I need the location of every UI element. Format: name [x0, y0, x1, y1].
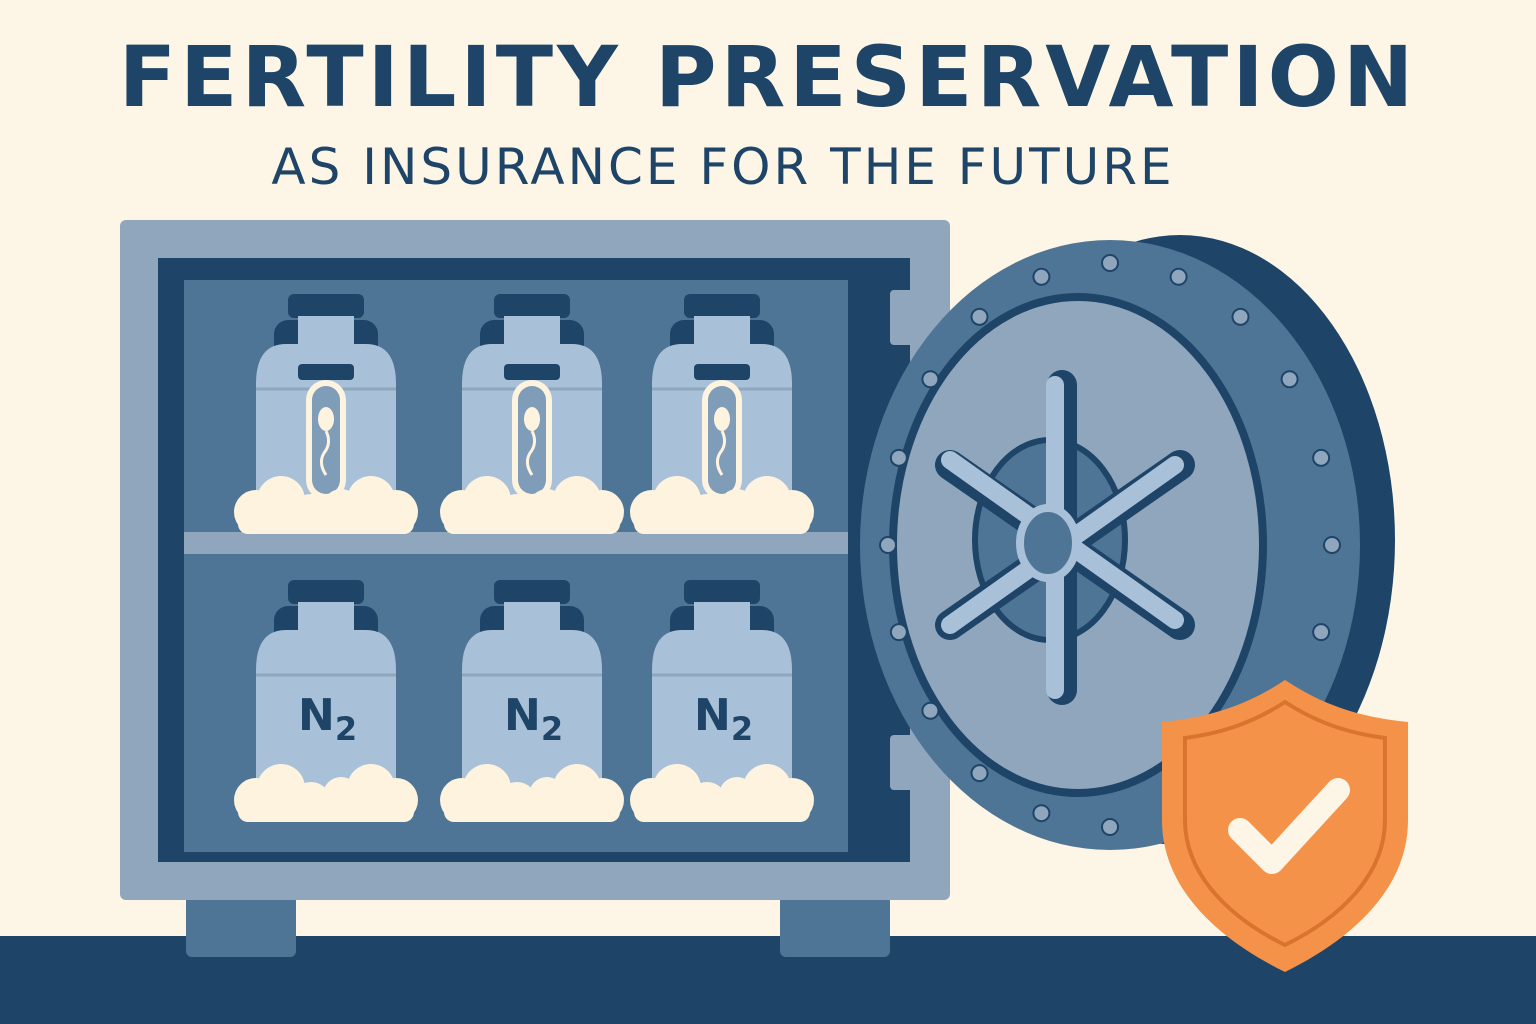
bolt [970, 307, 989, 326]
bolt [1312, 623, 1331, 642]
shelf [184, 532, 848, 554]
bolt [1032, 267, 1051, 286]
cryo-tank-icon [234, 294, 418, 534]
nitrogen-label: N2 [298, 690, 357, 748]
hinge-bottom [890, 735, 930, 790]
cryo-tank-icon: N2 [440, 580, 624, 822]
vault-door-wheel-icon[interactable] [935, 370, 1195, 705]
bolt [1032, 804, 1051, 823]
bolt [921, 701, 940, 720]
bolt [889, 448, 908, 467]
cryo-tank-icon [630, 294, 814, 534]
bolt [879, 536, 897, 554]
bolt [1169, 267, 1188, 286]
bolt [1323, 536, 1341, 554]
shield-check-icon [1162, 680, 1408, 972]
bolt [1101, 818, 1119, 836]
sperm-icon [524, 407, 540, 476]
safe-leg-right [780, 895, 890, 957]
nitrogen-label: N2 [694, 690, 753, 748]
bolt [970, 764, 989, 783]
bolt [1280, 370, 1299, 389]
safe-leg-left [186, 895, 296, 957]
page-title: FERTILITY PRESERVATION [118, 28, 1418, 126]
cryo-tank-icon: N2 [234, 580, 418, 822]
bolt [1101, 254, 1119, 272]
page-subtitle: AS INSURANCE FOR THE FUTURE [271, 138, 1175, 196]
bolt [1312, 448, 1331, 467]
bolt [921, 370, 940, 389]
bolt [889, 623, 908, 642]
bolt [1231, 307, 1250, 326]
cryo-tank-icon [440, 294, 624, 534]
sperm-icon [714, 407, 730, 476]
cryo-tank-icon: N2 [630, 580, 814, 822]
nitrogen-label: N2 [504, 690, 563, 748]
sperm-icon [318, 407, 334, 476]
hinge-top [890, 290, 930, 345]
